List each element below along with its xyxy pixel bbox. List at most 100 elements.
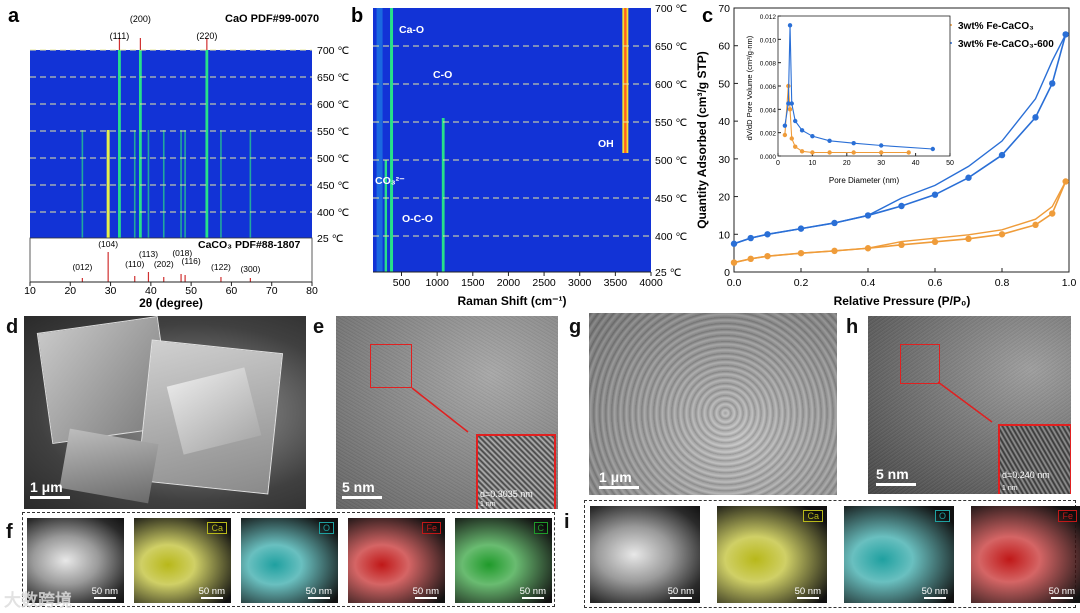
xrd-cao-ref-label-1: (200) bbox=[130, 14, 151, 24]
eds-f-map-4-scale-bar bbox=[521, 597, 544, 599]
iso-series-0-point-2 bbox=[764, 252, 771, 260]
raman-heatmap-area bbox=[373, 8, 651, 272]
eds-f-map-3-scale-bar bbox=[414, 597, 437, 599]
inset-series-1-point-6 bbox=[810, 133, 815, 139]
raman-band-ca-o bbox=[390, 8, 394, 272]
eds-f-map-1-scale: 50 nm bbox=[199, 586, 225, 600]
inset-x-tick-label-1: 10 bbox=[809, 160, 817, 167]
eds-i-map-2-scale: 50 nm bbox=[922, 586, 948, 600]
legend-series-1: 3wt% Fe-CaCO₃ bbox=[958, 21, 1034, 32]
xrd-x-tick-label-7: 80 bbox=[306, 285, 318, 297]
xrd-caco3-ref-label-2: (110) bbox=[125, 259, 144, 269]
panel-label-e: e bbox=[313, 316, 325, 338]
raman-heatmap-chart: b 700 ℃ 650 ℃ 600 ℃ 550 ℃ 500 ℃ 450 ℃ 400 ℃ 25 … bbox=[351, 3, 687, 308]
tem-e-scale-label: 5 nm bbox=[342, 479, 375, 495]
iso-series-0-point-12 bbox=[1062, 178, 1069, 185]
eds-f-map-0-scale-label: 50 nm bbox=[91, 586, 118, 597]
panel-label-b: b bbox=[351, 5, 363, 27]
xrd-x-tick-label-2: 30 bbox=[105, 285, 117, 297]
xrd-x-tick-label-4: 50 bbox=[185, 285, 197, 297]
tem-h-inset: d=0.240 nm 1 nm bbox=[998, 424, 1071, 494]
iso-series-1-point-8 bbox=[965, 174, 972, 181]
tem-e-inset-scale: 1 nm bbox=[480, 501, 496, 508]
iso-series-1-point-0 bbox=[730, 240, 738, 247]
tem-image-e: d=0.3035 nm 1 nm 5 nm bbox=[336, 316, 558, 509]
xrd-x-tick-label-5: 60 bbox=[226, 285, 238, 297]
xrd-caco3-peak-5 bbox=[180, 130, 182, 238]
inset-series-1-point-7 bbox=[827, 138, 832, 144]
raman-band-c-o bbox=[441, 118, 445, 272]
eds-i-map-2: O 50 nm bbox=[844, 506, 954, 603]
xrd-x-tick-label-3: 40 bbox=[145, 285, 157, 297]
inset-x-tick-label-3: 30 bbox=[877, 160, 885, 167]
sem-image-d: 1 μm bbox=[24, 316, 306, 509]
xrd-caco3-ref-label-5: (018) bbox=[172, 248, 192, 258]
xrd-caco3-peak-6 bbox=[184, 130, 186, 238]
tem-h-d-spacing: d=0.240 nm bbox=[1002, 470, 1050, 480]
xrd-temp-label-2: 600 ℃ bbox=[317, 99, 349, 111]
xrd-caco3-ref-label-6: (116) bbox=[182, 256, 201, 266]
inset-x-axis-label: Pore Diameter (nm) bbox=[829, 176, 900, 185]
xrd-x-tick-label-1: 20 bbox=[64, 285, 76, 297]
iso-series-1-point-3 bbox=[797, 225, 805, 232]
iso-series-0-point-8 bbox=[965, 235, 972, 243]
iso-series-0-point-5 bbox=[864, 245, 872, 252]
eds-i-map-0-scale-bar bbox=[669, 597, 692, 599]
raman-x-tick-label-3: 2000 bbox=[497, 277, 521, 289]
iso-series-1-point-10 bbox=[1032, 114, 1039, 121]
sem-g-scale-label: 1 μm bbox=[599, 469, 632, 485]
eds-f-map-2: O 50 nm bbox=[241, 518, 338, 603]
eds-i-map-0-scale: 50 nm bbox=[668, 586, 694, 600]
eds-f-map-4-element-label: C bbox=[533, 522, 548, 534]
iso-series-0-point-10 bbox=[1032, 221, 1039, 229]
eds-i-map-1-scale-label: 50 nm bbox=[794, 586, 821, 597]
eds-i-map-2-scale-label: 50 nm bbox=[921, 586, 948, 597]
iso-series-0-point-11 bbox=[1049, 210, 1056, 217]
eds-f-map-1: Ca 50 nm bbox=[134, 518, 231, 603]
panel-label-d: d bbox=[6, 316, 19, 338]
inset-y-tick-label-3: 0.006 bbox=[760, 84, 777, 91]
xrd-caco3-ref-label-3: (113) bbox=[139, 249, 158, 259]
eds-i-map-0: 50 nm bbox=[590, 506, 700, 603]
raman-temp-label-1: 650 ℃ bbox=[655, 41, 687, 53]
tem-h-selection-box bbox=[900, 344, 940, 384]
inset-series-0-point-7 bbox=[827, 150, 832, 155]
xrd-cao-ref-label-2: (220) bbox=[196, 31, 217, 41]
xrd-caco3-ref-label-1: (104) bbox=[98, 239, 118, 249]
raman-x-tick-label-2: 1500 bbox=[461, 277, 485, 289]
eds-i-map-2-scale-bar bbox=[923, 597, 946, 599]
inset-x-tick-label-5: 50 bbox=[946, 160, 954, 167]
iso-series-1-point-7 bbox=[931, 191, 939, 198]
xrd-x-axis-label: 2θ (degree) bbox=[139, 296, 203, 310]
eds-i-map-1-scale-bar bbox=[796, 597, 819, 599]
panel-label-a: a bbox=[8, 5, 20, 27]
iso-y-tick-label-5: 50 bbox=[718, 78, 730, 90]
iso-x-tick-label-1: 0.2 bbox=[794, 277, 809, 289]
raman-temp-label-4: 500 ℃ bbox=[655, 155, 687, 167]
xrd-temp-label-0: 700 ℃ bbox=[317, 45, 349, 57]
iso-y-tick-label-6: 60 bbox=[718, 41, 730, 53]
panel-label-h: h bbox=[846, 316, 859, 338]
raman-temp-label-2: 600 ℃ bbox=[655, 79, 687, 91]
iso-x-tick-label-5: 1.0 bbox=[1062, 277, 1077, 289]
xrd-temp-label-3: 550 ℃ bbox=[317, 126, 349, 138]
iso-y-tick-label-3: 30 bbox=[718, 154, 730, 166]
eds-f-map-2-scale: 50 nm bbox=[306, 586, 332, 600]
xrd-cao-peak-1 bbox=[138, 50, 142, 238]
eds-f-map-4-scale-label: 50 nm bbox=[519, 586, 546, 597]
inset-series-0-point-0 bbox=[782, 132, 788, 138]
eds-i-map-1-element-label: Ca bbox=[803, 510, 823, 522]
eds-f-map-3-scale: 50 nm bbox=[413, 586, 439, 600]
inset-y-tick-label-2: 0.004 bbox=[760, 107, 777, 114]
raman-band-oh-core bbox=[624, 8, 627, 153]
xrd-caco3-ref-label-0: (012) bbox=[72, 262, 92, 272]
eds-f-map-0-scale: 50 nm bbox=[92, 586, 118, 600]
eds-i-map-3: Fe 50 nm bbox=[971, 506, 1080, 603]
eds-f-map-4-scale: 50 nm bbox=[520, 586, 546, 600]
iso-series-0-point-1 bbox=[747, 255, 754, 262]
iso-series-0-point-7 bbox=[931, 238, 939, 246]
inset-y-tick-label-4: 0.008 bbox=[760, 61, 777, 68]
iso-series-1-point-5 bbox=[864, 212, 872, 219]
iso-series-1-point-11 bbox=[1049, 80, 1056, 87]
xrd-cao-ref-label-0: (111) bbox=[110, 31, 130, 41]
